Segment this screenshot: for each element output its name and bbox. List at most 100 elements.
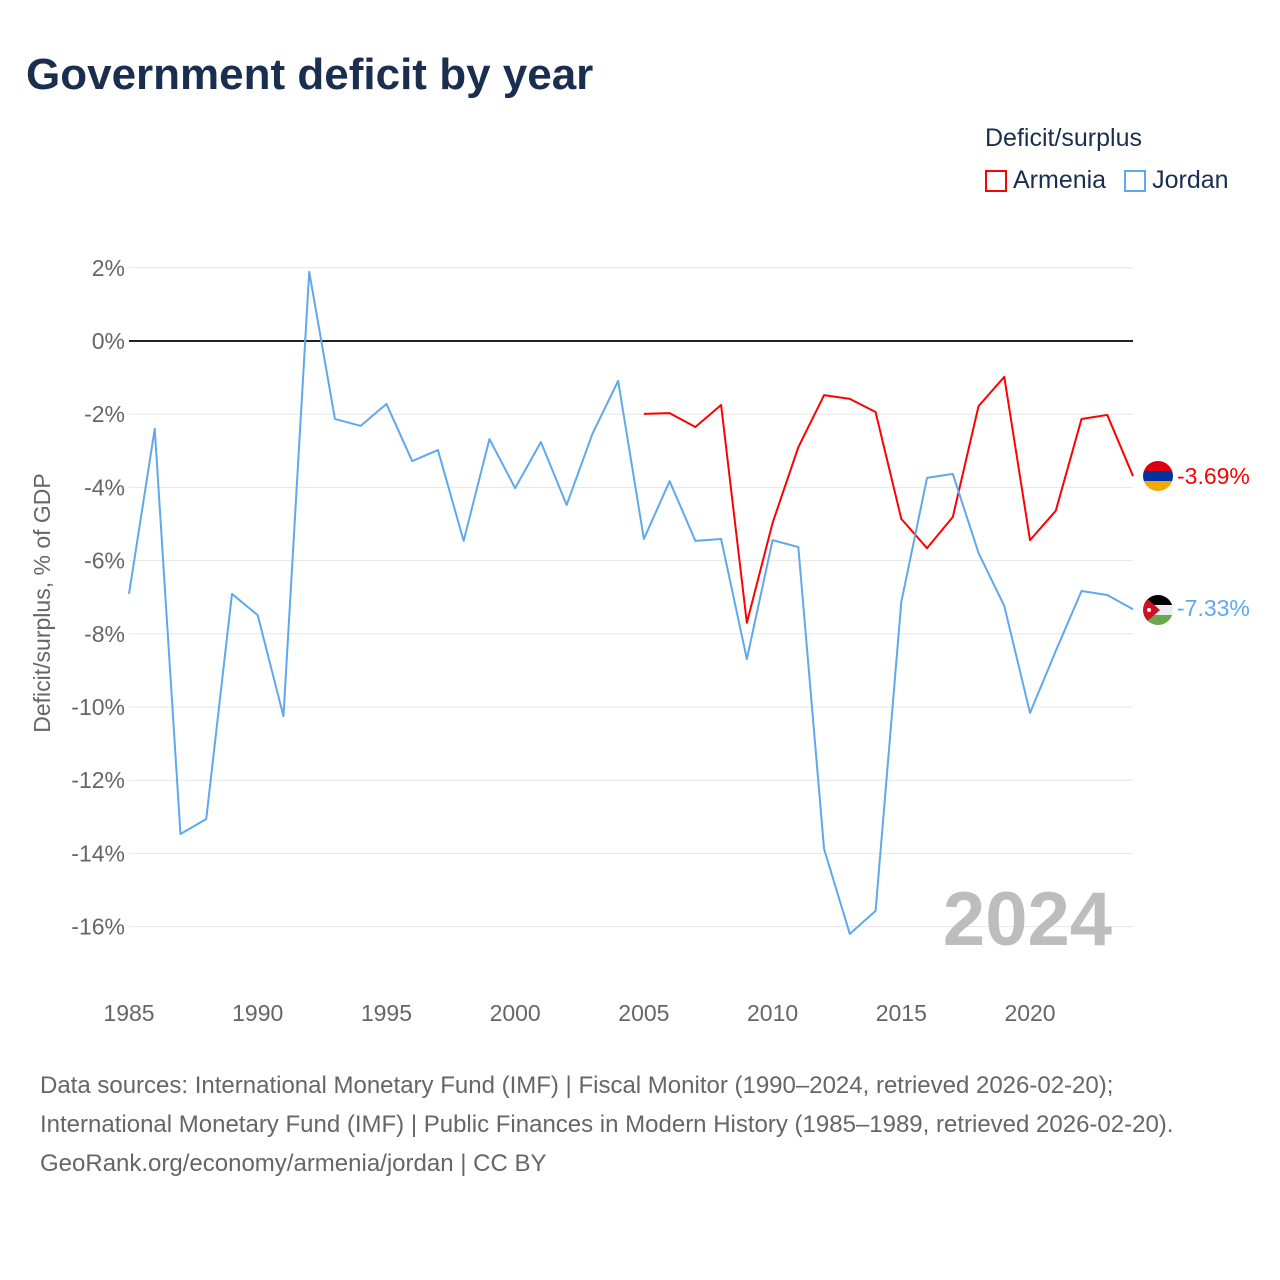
data-point-armenia [950,514,956,520]
data-point-jordan [924,475,930,481]
end-flags [1143,461,1173,625]
data-point-armenia [1027,537,1033,543]
data-point-jordan [486,436,492,442]
data-point-armenia [1001,374,1007,380]
data-point-jordan [1079,588,1085,594]
legend-swatch-armenia [985,169,1007,192]
data-point-jordan [898,599,904,605]
year-watermark: 2024 [943,877,1112,962]
data-point-jordan [1027,710,1033,716]
legend-label-jordan: Jordan [1152,166,1229,194]
y-tick-label: -10% [71,694,125,720]
data-point-armenia [770,520,776,526]
data-point-jordan [821,846,827,852]
data-point-jordan [383,401,389,407]
series-line-armenia [643,375,1134,624]
x-tick-label: 2005 [618,1000,669,1026]
data-point-jordan [435,447,441,453]
data-point-jordan [409,458,415,464]
y-tick-labels: 2% 0% -2% -4% -6% -8% -10% -12% -14% -16% [71,255,125,940]
x-tick-label: 2010 [747,1000,798,1026]
data-point-armenia [924,545,930,551]
chart-title: Government deficit by year [26,50,594,99]
y-tick-label: -4% [84,474,125,500]
y-tick-label: -8% [84,621,125,647]
data-point-armenia [873,409,879,415]
data-point-jordan [873,908,879,914]
data-point-armenia [1130,473,1136,479]
data-point-armenia [795,444,801,450]
y-tick-label: 2% [92,255,125,281]
data-point-jordan [152,426,158,432]
legend-label-armenia: Armenia [1013,166,1107,194]
data-point-jordan [306,269,312,275]
data-point-jordan [795,544,801,550]
data-point-jordan [615,378,621,384]
data-point-jordan [589,431,595,437]
data-point-armenia [1079,416,1085,422]
data-point-jordan [461,538,467,544]
y-tick-label: -2% [84,401,125,427]
data-point-jordan [332,416,338,422]
y-tick-label: -12% [71,767,125,793]
data-point-jordan [1001,603,1007,609]
legend-title: Deficit/surplus [985,124,1142,152]
credit-link[interactable]: GeoRank.org/economy/armenia/jordan | CC … [40,1150,547,1177]
data-point-armenia [847,396,853,402]
x-tick-label: 1985 [103,1000,154,1026]
data-point-jordan [229,591,235,597]
x-tick-label: 1995 [361,1000,412,1026]
y-tick-label: -14% [71,840,125,866]
data-point-jordan [744,656,750,662]
data-point-armenia [976,403,982,409]
data-point-jordan [692,538,698,544]
y-axis-label: Deficit/surplus, % of GDP [29,473,55,732]
data-point-armenia [1104,412,1110,418]
data-point-jordan [126,591,132,597]
x-tick-label: 2000 [490,1000,541,1026]
armenia-flag-icon [1143,461,1173,491]
data-point-jordan [203,816,209,822]
legend-item-armenia[interactable]: Armenia [985,166,1106,195]
x-tick-label: 2015 [876,1000,927,1026]
data-point-armenia [744,620,750,626]
data-point-armenia [667,410,673,416]
data-point-jordan [177,831,183,837]
data-point-jordan [718,536,724,542]
data-point-armenia [821,392,827,398]
series-lines [126,269,1136,937]
y-tick-label: -16% [71,914,125,940]
data-point-jordan [255,612,261,618]
data-point-jordan [667,478,673,484]
gridlines [129,267,1133,928]
data-point-armenia [718,402,724,408]
series-line-jordan [128,270,1134,935]
data-point-jordan [847,931,853,937]
y-tick-label: -6% [84,548,125,574]
data-point-jordan [564,502,570,508]
x-tick-labels: 1985 1990 1995 2000 2005 2010 2015 2020 [103,1000,1055,1026]
legend-item-jordan[interactable]: Jordan [1124,166,1229,195]
data-point-jordan [358,423,364,429]
data-sources: Data sources: International Monetary Fun… [40,1072,1174,1138]
data-point-jordan [641,536,647,542]
data-point-jordan [1053,648,1059,654]
data-point-jordan [950,471,956,477]
x-tick-label: 2020 [1004,1000,1055,1026]
jordan-end-label: -7.33% [1177,595,1250,621]
data-point-jordan [538,439,544,445]
data-point-armenia [1053,508,1059,514]
data-point-jordan [512,485,518,491]
data-point-armenia [692,424,698,430]
jordan-flag-icon [1143,595,1173,625]
data-point-jordan [280,713,286,719]
data-point-jordan [770,537,776,543]
y-tick-label: 0% [92,328,125,354]
legend: Armenia Jordan [985,166,1229,195]
armenia-end-label: -3.69% [1177,463,1250,489]
data-point-armenia [898,516,904,522]
data-point-armenia [641,411,647,417]
data-point-jordan [1130,606,1136,612]
data-point-jordan [976,550,982,556]
